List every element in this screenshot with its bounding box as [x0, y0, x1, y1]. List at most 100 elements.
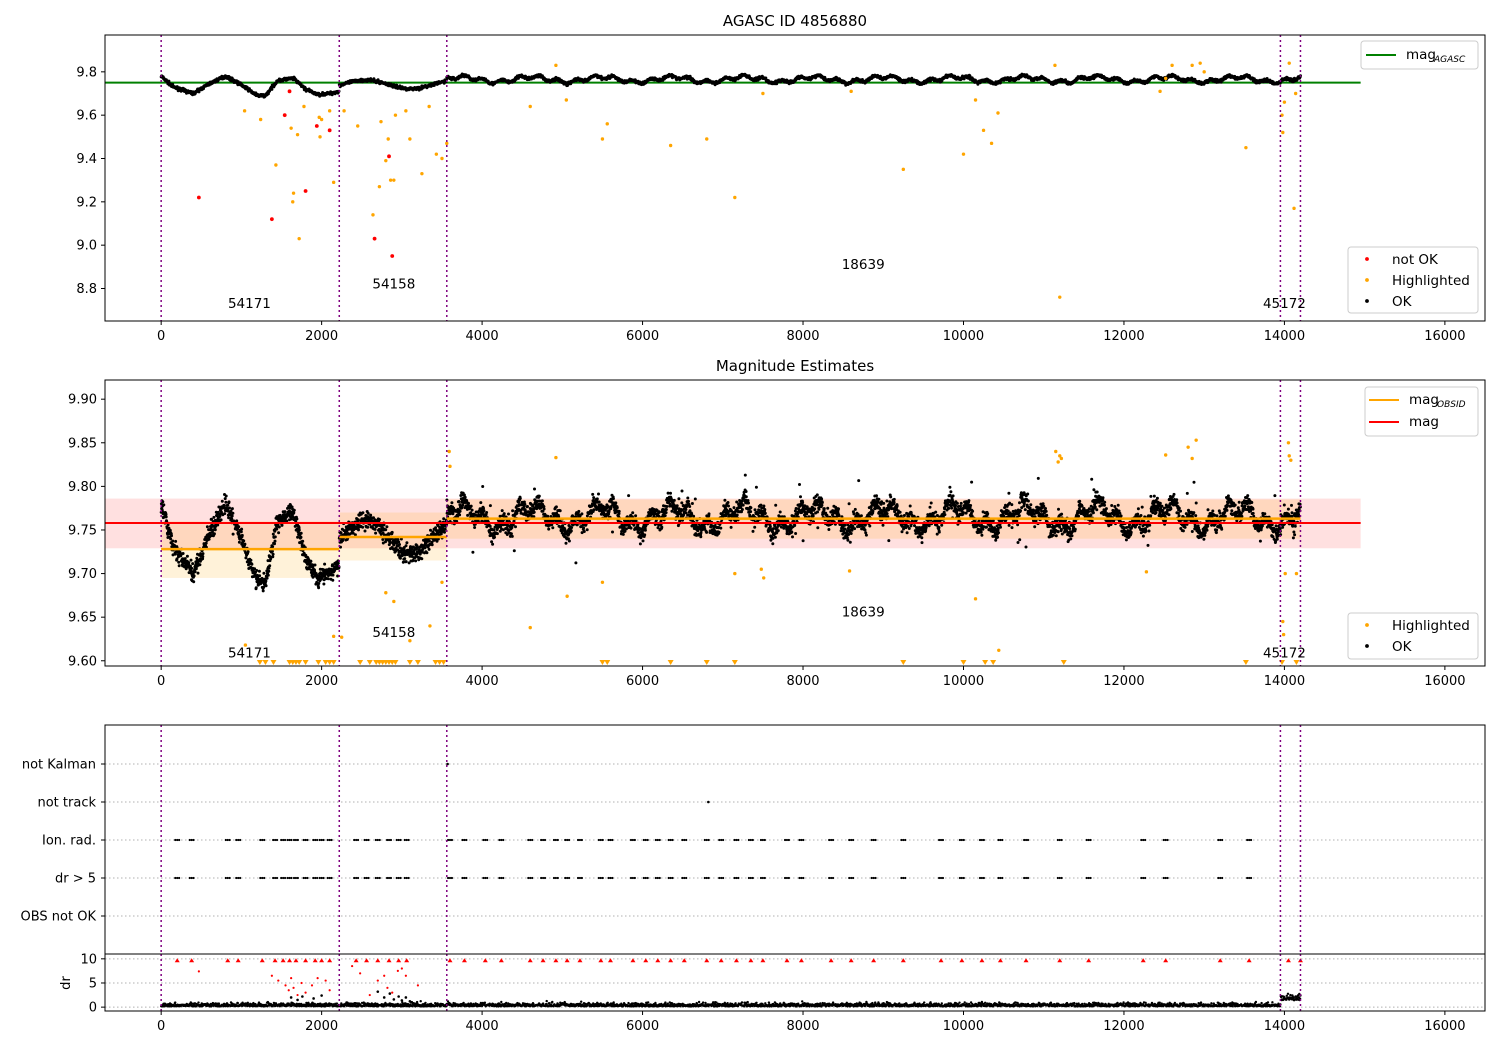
x-tick-label: 12000: [1103, 329, 1144, 344]
ok-point: [213, 528, 217, 532]
ok-point: [357, 528, 360, 532]
highlighted-point: [1281, 130, 1285, 135]
ok-point: [243, 542, 247, 546]
ok-point: [384, 528, 388, 532]
legend-label: OK: [1392, 294, 1413, 310]
highlighted-point: [605, 122, 609, 126]
legend-label: not OK: [1392, 252, 1439, 268]
ok-point: [460, 506, 464, 510]
highlighted-point: [1292, 206, 1296, 211]
ok-point: [162, 503, 166, 507]
not-ok-point: [390, 254, 395, 258]
highlighted-point: [554, 63, 558, 68]
ok-point: [273, 542, 276, 546]
highlighted-point: [1158, 89, 1162, 94]
x-tick-label: 8000: [786, 329, 819, 344]
legend-marker: [1365, 278, 1369, 282]
ok-point: [230, 507, 234, 511]
ok-point: [201, 552, 205, 556]
not-ok-point: [287, 89, 292, 94]
ok-point: [457, 500, 461, 503]
ok-point: [270, 87, 274, 91]
ok-point: [231, 511, 235, 515]
ok-point: [183, 557, 187, 561]
ok-point: [168, 528, 172, 532]
highlighted-point: [289, 126, 293, 130]
ok-point: [244, 556, 248, 560]
ok-point: [292, 511, 296, 515]
ok-point: [239, 530, 243, 534]
ok-point: [171, 539, 175, 543]
y-axis: 8.89.09.29.49.69.8: [76, 65, 105, 297]
highlighted-point: [291, 200, 295, 204]
highlighted-point: [327, 109, 332, 113]
ok-point: [177, 560, 181, 564]
ok-point: [237, 540, 241, 544]
not-ok-point: [372, 236, 377, 241]
ok-point: [373, 527, 377, 531]
ok-point: [177, 564, 181, 568]
ok-point: [196, 571, 200, 575]
highlighted-point: [1198, 61, 1202, 65]
ok-point: [458, 513, 462, 517]
ok-point: [369, 513, 373, 517]
highlighted-point: [733, 195, 737, 200]
ok-point: [268, 564, 272, 568]
highlighted-point: [1190, 63, 1194, 68]
ok-point: [385, 525, 389, 529]
ok-point: [191, 562, 195, 566]
x-tick-label: 6000: [626, 329, 659, 344]
legend-label: Highlighted: [1392, 273, 1470, 289]
highlighted-point: [849, 89, 853, 94]
highlighted-point: [440, 156, 444, 161]
ok-point: [470, 508, 474, 512]
ok-point: [427, 547, 431, 551]
ok-point: [403, 557, 407, 561]
ok-point: [242, 539, 246, 543]
ok-point: [255, 569, 259, 572]
ok-point: [467, 501, 470, 505]
not-ok-point: [269, 217, 274, 222]
y-tick-label: 9.2: [76, 195, 97, 210]
ok-point: [194, 567, 198, 571]
ok-point: [254, 586, 258, 590]
ok-point: [193, 570, 197, 574]
highlighted-point: [973, 98, 978, 102]
ok-point: [223, 497, 227, 501]
obsid-label: 18639: [842, 257, 885, 273]
ok-point: [998, 81, 1002, 85]
legend-marker: [1365, 299, 1369, 303]
ok-point: [381, 538, 385, 541]
highlighted-point: [1282, 100, 1287, 104]
ok-point: [336, 561, 340, 565]
ok-point: [170, 534, 173, 538]
y-tick-label: 9.8: [76, 65, 97, 80]
ok-point: [174, 539, 178, 543]
ok-point: [265, 576, 269, 580]
ok-point: [299, 531, 303, 535]
ok-point: [264, 584, 268, 588]
ok-point: [192, 574, 196, 578]
highlighted-point: [1058, 295, 1062, 299]
ok-point: [164, 515, 168, 519]
ok-point: [189, 569, 193, 573]
ok-point: [323, 562, 327, 566]
not-ok-point: [282, 113, 287, 118]
y-tick-label: 9.4: [76, 152, 97, 167]
highlighted-point: [318, 135, 322, 139]
highlighted-point: [1287, 61, 1291, 65]
obsid-label: 54171: [228, 296, 271, 312]
ok-point: [224, 500, 228, 504]
ok-points: [159, 72, 1302, 99]
ok-point: [181, 552, 185, 555]
ok-point: [374, 531, 378, 535]
ok-point: [283, 510, 287, 514]
ok-point: [313, 563, 317, 567]
ok-point: [442, 517, 446, 521]
ok-point: [261, 589, 265, 593]
ok-point: [226, 503, 230, 507]
ok-point: [296, 535, 300, 539]
ok-point: [275, 527, 279, 531]
highlighted-point: [356, 124, 360, 128]
